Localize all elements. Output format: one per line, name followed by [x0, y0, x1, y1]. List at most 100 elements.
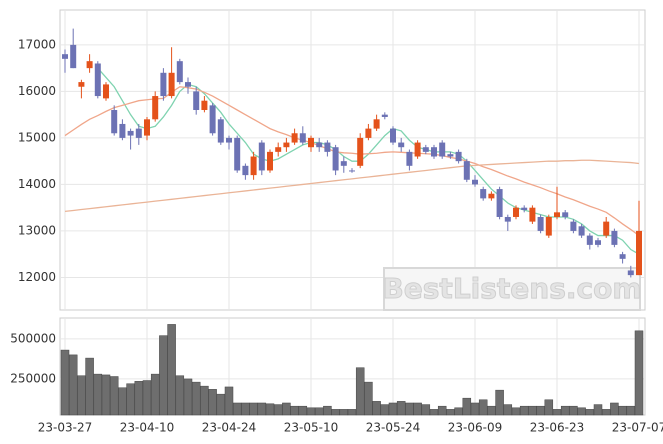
candle-body [209, 105, 216, 134]
volume-bar [216, 393, 226, 416]
candle-body [636, 230, 642, 276]
volume-bar [610, 402, 619, 416]
candle-body [299, 133, 306, 143]
price-frame [59, 9, 646, 311]
x-tick-label: 23-07-07 [612, 421, 663, 435]
volume-bar [339, 409, 349, 416]
candle-body [627, 270, 634, 276]
candle-body [488, 193, 495, 199]
volume-bar [585, 409, 595, 416]
candle-body [398, 142, 405, 148]
watermark: BestListens.com [382, 272, 641, 305]
candle-body [193, 91, 200, 110]
y-tick-label: 15000 [18, 130, 56, 144]
candle-body [603, 221, 610, 236]
y-tick-label: 500000 [10, 331, 56, 345]
candle-body [103, 84, 109, 99]
candle-body [439, 142, 446, 157]
volume-bar [626, 405, 636, 416]
candle-body [447, 154, 454, 157]
candle-body [431, 147, 437, 157]
candle-body [513, 207, 519, 217]
candle-body [217, 119, 224, 143]
candle-body [480, 189, 487, 199]
volume-bar [142, 380, 152, 416]
candle-body [537, 216, 544, 231]
volume-bar [150, 373, 160, 416]
candle-body [340, 161, 347, 166]
candle-body [562, 212, 569, 217]
candle-body [529, 207, 536, 222]
volume-bar [159, 335, 168, 416]
candle-body [455, 151, 462, 162]
x-tick-label: 23-05-10 [284, 421, 338, 435]
volume-bar [134, 381, 144, 416]
candle-body [160, 72, 167, 97]
candle-body [152, 96, 159, 120]
volume-bar [323, 405, 332, 416]
volume-bar [454, 407, 463, 416]
volume-bar [68, 354, 78, 416]
y-tick-label: 12000 [18, 270, 56, 284]
candle-body [119, 123, 126, 138]
volume-bar [273, 404, 283, 416]
volume-bar [552, 409, 562, 416]
volume-bar [569, 405, 578, 416]
candle-body [316, 142, 323, 148]
x-tick-label: 23-06-09 [448, 421, 502, 435]
candle-body [94, 63, 101, 97]
volume-bar [470, 402, 480, 416]
candle-body [176, 61, 183, 83]
volume-bar [306, 407, 316, 416]
x-tick-label: 23-05-24 [366, 421, 420, 435]
candle-body [496, 189, 503, 217]
volume-bar [93, 373, 103, 416]
volume-bar [446, 409, 455, 416]
y-tick-label: 17000 [18, 37, 56, 51]
volume-bar [634, 330, 644, 416]
candle-body [78, 82, 85, 87]
volume-bar [241, 402, 250, 416]
candle-body [291, 133, 298, 143]
volume-bar [101, 374, 111, 416]
volume-bar [462, 397, 472, 416]
candle-body [422, 147, 429, 152]
volume-bar [405, 402, 414, 416]
volume-bar [478, 399, 488, 416]
candle-body [390, 128, 396, 143]
volume-bar [429, 409, 439, 416]
volume-bar [200, 385, 209, 416]
volume-bar [364, 381, 373, 416]
volume-bar [495, 389, 504, 416]
candle-body [185, 82, 191, 87]
y-tick-label: 14000 [18, 177, 56, 191]
volume-bar [298, 405, 308, 416]
candle-body [258, 142, 265, 171]
volume-bar [347, 409, 357, 416]
candle-body [201, 100, 208, 110]
volume-bar [593, 404, 603, 416]
volume-bar [314, 407, 324, 416]
volume-bar [396, 401, 406, 416]
y-tick-label: 16000 [18, 84, 56, 98]
candle-body [381, 114, 388, 117]
volume-bar [290, 405, 299, 416]
volume-bar [126, 383, 135, 416]
candle-body [144, 119, 150, 136]
candle-body [168, 72, 175, 97]
watermark-box [383, 267, 641, 311]
candle-body [308, 137, 314, 148]
candle-body [267, 151, 273, 171]
candle-body [414, 142, 421, 157]
candle-body [578, 226, 585, 236]
candle-body [111, 110, 118, 134]
candle-body [62, 54, 68, 59]
candle-body [586, 235, 593, 245]
volume-bar [331, 409, 340, 416]
candle-body [250, 156, 257, 176]
volume-bar [249, 402, 258, 416]
volume-bar [118, 387, 127, 416]
x-tick-label: 23-04-24 [202, 421, 256, 435]
volume-bar [232, 402, 242, 416]
